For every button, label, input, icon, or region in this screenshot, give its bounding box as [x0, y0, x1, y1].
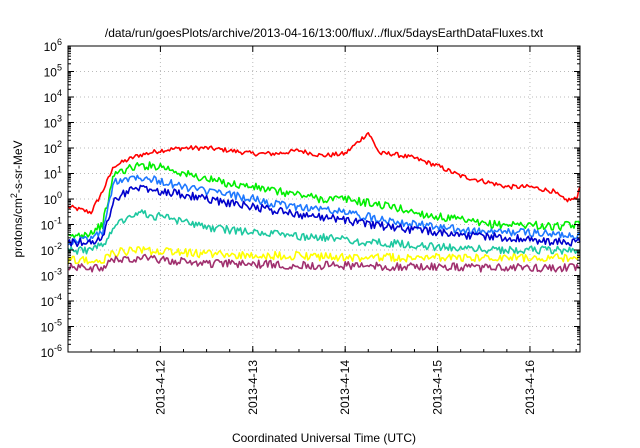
y-tick-label: 10-3 — [41, 267, 62, 284]
y-tick-base: 10 — [44, 40, 58, 54]
y-tick-label: 102 — [44, 139, 62, 156]
x-tick-label: 2013-4-14 — [338, 360, 352, 415]
y-tick-label: 10-4 — [41, 292, 62, 309]
series-line — [67, 132, 581, 215]
y-tick-exp: 4 — [57, 88, 62, 98]
y-tick-label: 106 — [44, 37, 62, 54]
ticks — [67, 45, 580, 353]
series-layer — [67, 132, 581, 273]
y-tick-base: 10 — [44, 91, 58, 105]
y-tick-label: 10-2 — [41, 241, 62, 258]
y-axis-label: protons/cm2-s-sr-MeV — [9, 140, 25, 257]
y-tick-label: 10-5 — [41, 318, 62, 335]
y-tick-label: 10-1 — [41, 216, 62, 233]
series-line — [67, 246, 581, 265]
x-tick-label: 2013-4-16 — [523, 360, 537, 415]
y-axis-label-sup: 2 — [9, 193, 19, 198]
y-tick-base: 10 — [41, 295, 55, 309]
y-tick-base: 10 — [44, 168, 58, 182]
y-tick-base: 10 — [44, 193, 58, 207]
series-line — [67, 253, 581, 273]
y-axis-label-rest: -s-sr-MeV — [11, 140, 25, 193]
series-line — [67, 161, 581, 239]
y-tick-label: 100 — [44, 190, 62, 207]
y-tick-exp: -5 — [54, 318, 62, 328]
y-tick-base: 10 — [41, 244, 55, 258]
series-line — [67, 174, 581, 246]
y-tick-base: 10 — [44, 142, 58, 156]
y-tick-exp: 6 — [57, 37, 62, 47]
y-tick-exp: 3 — [57, 114, 62, 124]
y-tick-base: 10 — [44, 66, 58, 80]
x-axis-label: Coordinated Universal Time (UTC) — [232, 431, 416, 445]
series-line — [67, 209, 581, 255]
y-tick-exp: 5 — [57, 63, 62, 73]
chart-title: /data/run/goesPlots/archive/2013-04-16/1… — [105, 26, 544, 40]
x-tick-label: 2013-4-12 — [153, 360, 167, 415]
y-tick-exp: 1 — [57, 165, 62, 175]
y-axis-label-base: protons/cm — [11, 198, 25, 257]
y-tick-exp: -4 — [54, 292, 62, 302]
series-line — [67, 184, 581, 248]
y-tick-label: 103 — [44, 114, 62, 131]
y-tick-base: 10 — [41, 219, 55, 233]
y-tick-exp: -1 — [54, 216, 62, 226]
y-tick-exp: -3 — [54, 267, 62, 277]
grid — [68, 46, 580, 352]
y-tick-base: 10 — [41, 346, 55, 360]
y-tick-base: 10 — [41, 321, 55, 335]
y-tick-exp: -2 — [54, 241, 62, 251]
y-tick-base: 10 — [44, 117, 58, 131]
y-tick-exp: 2 — [57, 139, 62, 149]
y-tick-base: 10 — [41, 270, 55, 284]
y-tick-exp: 0 — [57, 190, 62, 200]
y-tick-label: 101 — [44, 165, 62, 182]
y-tick-label: 10-6 — [41, 343, 62, 360]
x-tick-label: 2013-4-15 — [431, 360, 445, 415]
y-tick-label: 104 — [44, 88, 62, 105]
y-tick-labels: 10-610-510-410-310-210-11001011021031041… — [41, 37, 62, 360]
x-tick-labels: 2013-4-12 2013-4-13 2013-4-14 2013-4-15 2013… — [153, 360, 537, 415]
y-tick-exp: -6 — [54, 343, 62, 353]
x-tick-label: 2013-4-13 — [246, 360, 260, 415]
y-tick-label: 105 — [44, 63, 62, 80]
